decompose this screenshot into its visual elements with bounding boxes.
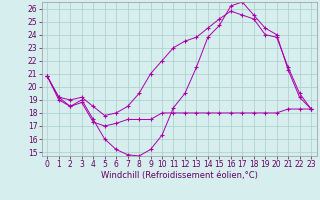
X-axis label: Windchill (Refroidissement éolien,°C): Windchill (Refroidissement éolien,°C) [101, 171, 258, 180]
